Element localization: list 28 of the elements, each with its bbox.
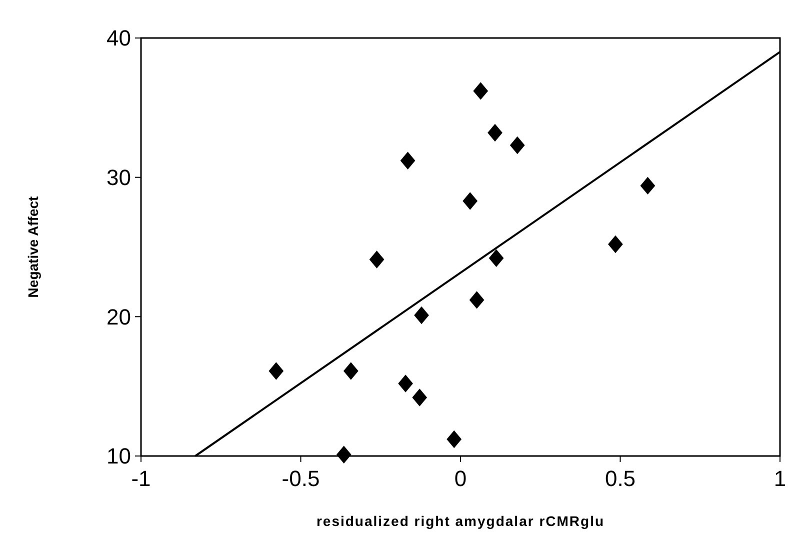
point [608,235,623,254]
y-tick-label: 30 [106,165,131,190]
x-axis-title: residualized right amygdalar rCMRglu [316,513,605,529]
point [268,362,284,380]
point [473,82,488,100]
point [398,374,413,392]
point [510,136,525,154]
point [640,176,656,195]
x-tick-label: -0.5 [282,466,320,491]
x-tick-label: 0 [454,466,467,491]
x-tick-label: 1 [774,466,786,491]
y-tick-label: 20 [106,304,131,330]
y-tick-label: 40 [106,26,131,51]
y-axis-title: Negative Affect [25,196,41,298]
point [369,250,384,268]
point [412,388,428,406]
point [414,306,429,324]
point [400,152,416,170]
y-tick-label: 10 [106,444,131,469]
x-tick-label: -1 [131,466,151,491]
point [336,446,352,464]
point [462,192,478,210]
x-tick-label: 0.5 [604,466,636,491]
point [469,291,484,309]
point [488,124,502,142]
point [488,249,504,268]
point [446,430,462,448]
point [343,362,358,380]
